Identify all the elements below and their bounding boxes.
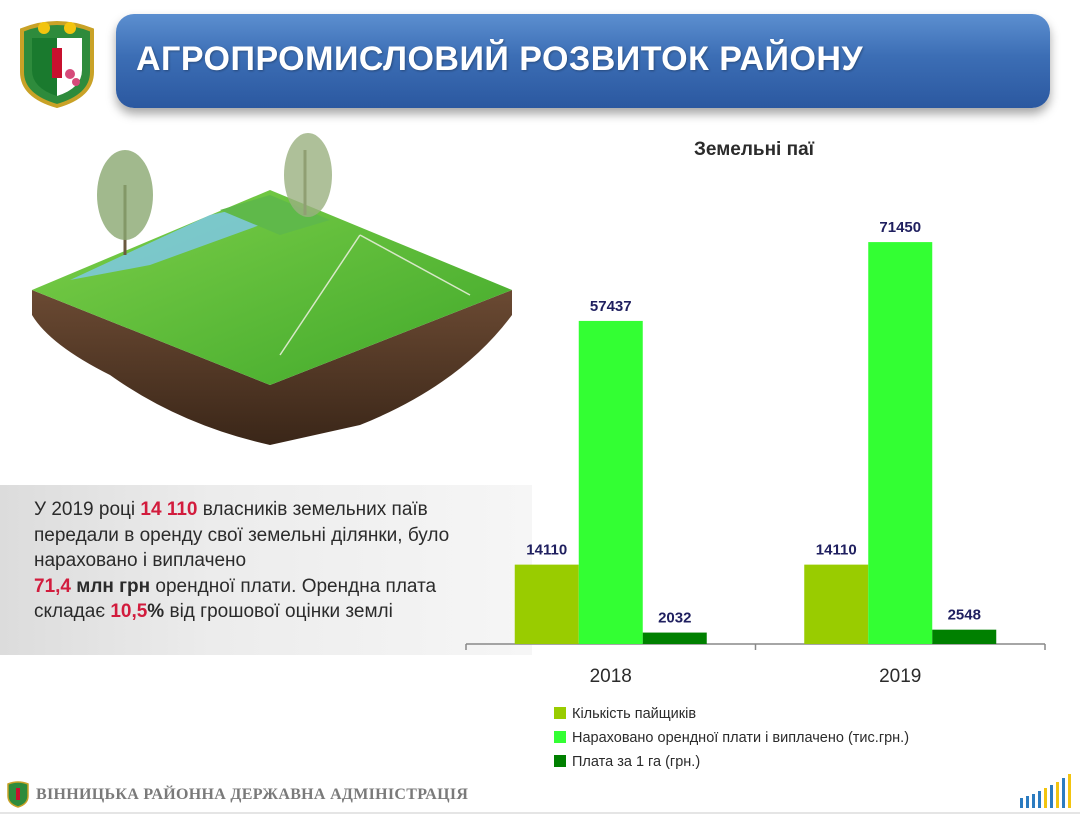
- info-text-4: від грошової оцінки землі: [164, 601, 393, 623]
- land-plot-illustration: [32, 133, 512, 445]
- legend-label-2: Нараховано орендної плати і виплачено (т…: [572, 730, 909, 746]
- legend-label-1: Кількість пайщиків: [572, 706, 696, 722]
- bar-2-2018: [578, 320, 643, 644]
- data-label: 14110: [526, 542, 567, 559]
- data-label: 57437: [590, 298, 632, 315]
- footer-organization: ВІННИЦЬКА РАЙОННА ДЕРЖАВНА АДМІНІСТРАЦІЯ: [36, 786, 469, 803]
- x-tick-label: 2018: [590, 666, 632, 687]
- footer-divider: [0, 812, 1080, 814]
- info-paragraph: У 2019 році 14 110 власників земельних п…: [34, 497, 504, 625]
- data-label: 14110: [816, 542, 857, 559]
- footer-coat-of-arms-icon: [7, 781, 29, 808]
- legend-swatch-1: [554, 707, 566, 719]
- info-text-box: У 2019 році 14 110 власників земельних п…: [0, 485, 532, 655]
- bar-2-2019: [868, 242, 933, 644]
- bar-1-2019: [804, 564, 869, 644]
- title-banner: АГРОПРОМИСЛОВИЙ РОЗВИТОК РАЙОНУ: [116, 14, 1050, 108]
- info-text-1: У 2019 році: [34, 499, 141, 520]
- rent-percent-sign: %: [147, 601, 165, 623]
- x-tick-label: 2019: [879, 666, 921, 687]
- bar-3-2018: [642, 632, 707, 644]
- legend-swatch-3: [554, 755, 566, 767]
- owners-count-highlight: 14 110: [140, 499, 198, 520]
- legend-swatch-2: [554, 731, 566, 743]
- legend-label-3: Плата за 1 га (грн.): [572, 754, 700, 770]
- bar-graph-logo-icon: [1020, 774, 1071, 808]
- coat-of-arms-logo: [20, 21, 94, 108]
- data-label: 2548: [948, 607, 981, 624]
- page-title: АГРОПРОМИСЛОВИЙ РОЗВИТОК РАЙОНУ: [136, 40, 864, 78]
- data-label: 71450: [879, 219, 921, 236]
- rent-percent-highlight: 10,5: [110, 601, 148, 623]
- bar-3-2019: [932, 629, 997, 644]
- info-text-2: власників земельних паїв передали в орен…: [34, 499, 450, 572]
- data-label: 2032: [658, 610, 691, 627]
- bar-1-2018: [514, 564, 579, 644]
- rent-unit: млн грн: [70, 575, 151, 597]
- rent-amount-highlight: 71,4: [34, 575, 71, 597]
- land-shares-chart: Земельні паї 14110 57437 2032 2018 14110 71450…: [465, 139, 1046, 770]
- info-text-3: орендної плати. Орендна плата складає: [34, 575, 437, 623]
- chart-title: Земельні паї: [694, 139, 815, 160]
